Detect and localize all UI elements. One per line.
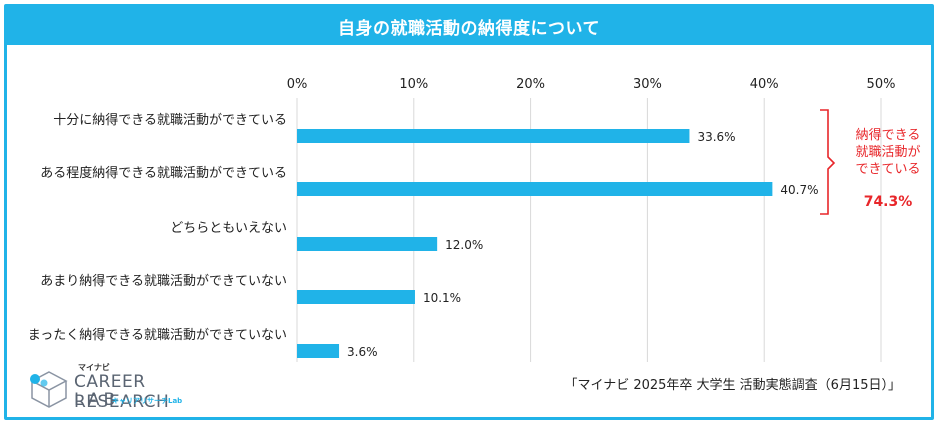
cube-logo-icon <box>30 371 68 408</box>
bar <box>297 182 773 196</box>
title-bar: 自身の就職活動の納得度について <box>7 7 931 45</box>
bar <box>297 344 340 358</box>
bar <box>297 129 690 143</box>
value-label: 3.6% <box>347 345 378 359</box>
x-tick-label: 50% <box>867 77 896 92</box>
annotation-label: 納得できる <box>856 127 921 143</box>
category-label: どちらともいえない <box>170 221 287 236</box>
bar <box>297 237 438 251</box>
x-tick-label: 0% <box>287 77 308 92</box>
x-tick-label: 20% <box>516 77 545 92</box>
logo-brand-top: マイナビ <box>78 363 110 372</box>
category-label: あまり納得できる就職活動ができていない <box>40 273 287 289</box>
annotation-total: 74.3% <box>864 194 913 210</box>
logo-brand-main: CAREER RESEARCH <box>74 372 170 412</box>
annotation-label: できている <box>855 162 920 177</box>
value-label: 10.1% <box>423 291 461 305</box>
bracket-annotation <box>820 109 836 215</box>
logo-brand-sub: キャリアリサーチLab <box>112 397 183 405</box>
logo-brand-lab: LAB <box>74 390 120 410</box>
annotation-label: 就職活動が <box>855 145 920 160</box>
bar <box>297 290 415 304</box>
value-label: 12.0% <box>445 238 483 252</box>
category-label: 十分に納得できる就職活動ができている <box>53 112 287 128</box>
chart-frame: 自身の就職活動の納得度について <box>4 4 934 420</box>
value-label: 33.6% <box>697 130 735 144</box>
value-label: 40.7% <box>780 183 818 197</box>
x-tick-label: 30% <box>633 77 662 92</box>
career-research-lab-logo: マイナビ CAREER RESEARCH LAB キャリアリサーチLab <box>26 362 226 412</box>
category-label: まったく納得できる就職活動ができていない <box>28 327 287 343</box>
category-label: ある程度納得できる就職活動ができている <box>40 165 287 181</box>
x-tick-label: 40% <box>750 77 779 92</box>
source-note: 「マイナビ 2025年卒 大学生 活動実態調査（6月15日）」 <box>564 378 901 393</box>
chart-title: 自身の就職活動の納得度について <box>338 18 600 39</box>
x-tick-label: 10% <box>399 77 428 92</box>
